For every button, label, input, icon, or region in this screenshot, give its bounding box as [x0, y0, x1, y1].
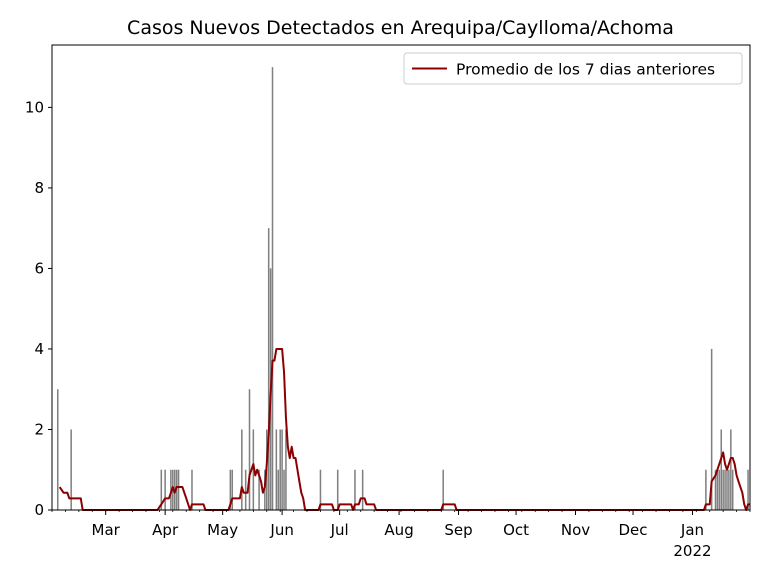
bar-2021-04-15 [191, 469, 193, 510]
bar-2022-01-11 [710, 348, 713, 510]
bar-2021-05-25 [267, 228, 270, 510]
legend-label: Promedio de los 7 dias anteriores [456, 61, 715, 79]
bars-layer [56, 67, 749, 510]
x-tick-label: May [207, 521, 238, 539]
chart-title: Casos Nuevos Detectados en Arequipa/Cayl… [127, 17, 674, 39]
legend-box [403, 52, 743, 85]
y-tick-label: 4 [34, 340, 44, 358]
bar-2021-02-11 [70, 429, 72, 510]
bar-2021-04-01 [164, 469, 166, 510]
y-tick-label: 2 [34, 420, 44, 438]
y-tick-label: 8 [34, 179, 44, 197]
bar-2021-07-09 [354, 469, 356, 510]
x-tick-label: Mar [92, 521, 121, 539]
y-tick-label: 10 [25, 98, 44, 116]
bar-2022-01-18 [724, 469, 726, 510]
legend: Promedio de los 7 dias anteriores [403, 52, 743, 85]
bar-2021-06-03 [285, 429, 287, 510]
bar-2021-05-31 [279, 429, 281, 510]
x-tick-label: Dec [619, 521, 648, 539]
bar-2021-05-15 [248, 389, 251, 510]
bar-2021-02-04 [56, 389, 59, 510]
bar-2021-05-20 [258, 469, 260, 510]
bar-2022-01-19 [726, 469, 728, 510]
bar-2022-01-16 [720, 429, 722, 510]
bar-2021-05-27 [271, 67, 274, 510]
bar-2021-03-30 [160, 469, 163, 510]
bar-2021-05-06 [231, 469, 234, 510]
bar-2021-05-11 [241, 429, 243, 510]
y-tick-label: 0 [34, 501, 44, 519]
y-tick-label: 6 [34, 259, 44, 277]
bar-2021-05-29 [275, 429, 278, 510]
x-tick-label: Sep [444, 521, 472, 539]
series-line-promedio [58, 347, 750, 511]
x-tick-label: Jul [330, 521, 349, 539]
line-layer [58, 347, 750, 511]
x-tick-label: Aug [384, 521, 413, 539]
bar-2022-01-21 [730, 429, 732, 510]
bar-2021-06-01 [281, 429, 283, 510]
x-tick-label: Apr [152, 521, 179, 539]
bar-2021-06-21 [319, 469, 322, 510]
x-tick-label: Jun [269, 521, 293, 539]
bar-2022-01-14 [716, 469, 719, 510]
bar-2022-01-22 [731, 469, 734, 510]
plot-frame [51, 44, 751, 511]
bar-2021-05-30 [277, 469, 280, 510]
bar-2022-01-13 [714, 469, 717, 510]
bar-2022-01-15 [718, 469, 721, 510]
x-tick-label: Nov [561, 521, 590, 539]
x-tick-label: Jan [680, 521, 704, 539]
bar-2022-01-30 [747, 469, 749, 510]
x-tick-sublabel: 2022 [673, 542, 711, 560]
axes-layer: 0 2 4 6 8 10 Mar Apr May Jun Jul Aug Sep Oct Nov Dec Jan… [25, 44, 751, 560]
bar-2021-05-05 [229, 469, 232, 510]
bar-2021-06-02 [283, 469, 285, 510]
x-tick-label: Oct [503, 521, 529, 539]
bar-2021-05-13 [244, 469, 247, 510]
bar-2022-01-08 [705, 469, 707, 510]
bar-2021-08-24 [442, 469, 444, 510]
bar-2021-04-08 [177, 469, 180, 510]
bar-2021-06-30 [336, 469, 339, 510]
bar-2022-01-17 [722, 469, 724, 510]
bar-2022-01-20 [728, 469, 730, 510]
bar-2021-07-13 [361, 469, 364, 510]
